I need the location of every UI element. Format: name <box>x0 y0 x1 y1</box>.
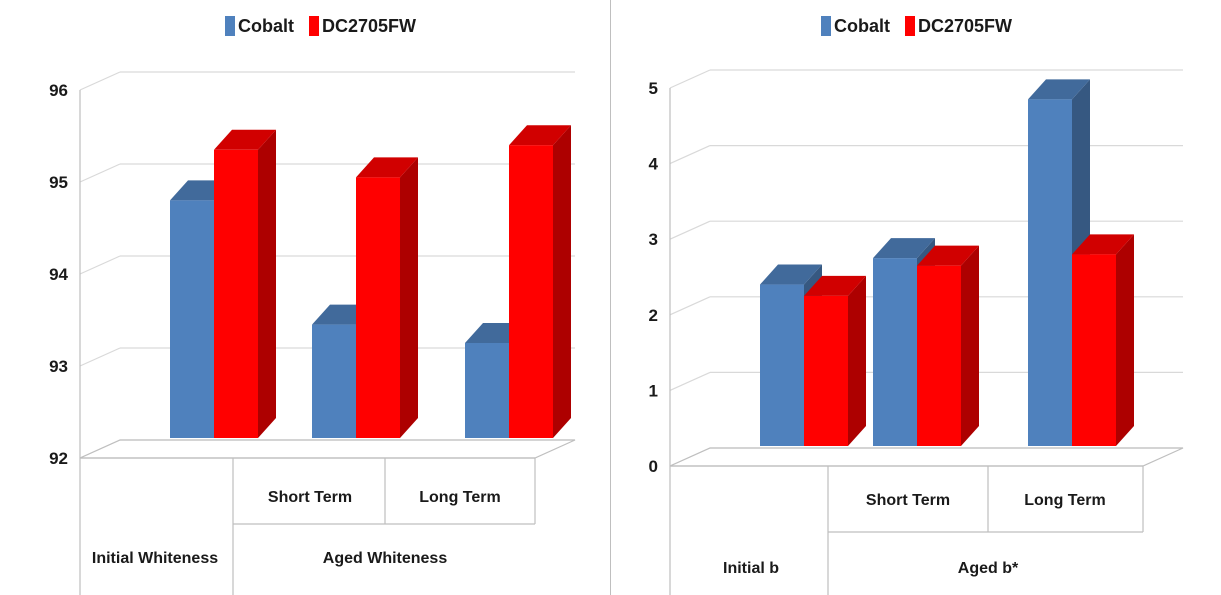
category-group-label: Aged b* <box>958 560 1019 577</box>
bar-side <box>258 129 276 439</box>
legend-label: DC2705FW <box>918 16 1012 36</box>
bar-top <box>760 264 822 285</box>
bar-top <box>356 157 418 178</box>
bar <box>917 265 961 446</box>
y-tick-label: 3 <box>649 230 658 249</box>
category-label: Short Term <box>268 489 352 506</box>
category-group-label: Aged Whiteness <box>323 550 448 567</box>
y-tick-label: 94 <box>49 265 68 284</box>
category-label: Short Term <box>866 492 950 509</box>
bar <box>760 284 804 446</box>
bar-top <box>509 125 571 146</box>
gridline-side <box>669 220 711 240</box>
gridline-side <box>669 371 711 391</box>
b-value-chart: 0 1 2 3 4 5 Initial b Short Term Long Term Aged b… <box>649 16 1184 595</box>
bar-side <box>961 245 979 446</box>
legend-swatch <box>309 16 319 36</box>
category-group-label: Initial Whiteness <box>92 550 218 567</box>
bar <box>1072 254 1116 446</box>
y-tick-label: 5 <box>649 79 658 98</box>
y-tick-label: 92 <box>49 449 68 468</box>
y-tick-label: 0 <box>649 457 658 476</box>
gridline-side <box>669 296 711 316</box>
bar-side <box>848 275 866 446</box>
bar-top <box>214 129 276 150</box>
chart-floor <box>669 447 1184 467</box>
bar-side <box>1116 234 1134 446</box>
y-tick-label: 96 <box>49 81 68 100</box>
y-tick-label: 93 <box>49 357 68 376</box>
gridline-side <box>79 71 121 91</box>
bar <box>356 177 400 438</box>
bar <box>804 295 848 446</box>
bar <box>312 324 356 438</box>
chart-floor <box>79 439 576 459</box>
category-label: Long Term <box>1024 492 1105 509</box>
gridline-side <box>79 347 121 367</box>
bar-side <box>553 125 571 438</box>
bar-top <box>1072 234 1134 255</box>
bar-top <box>804 275 866 296</box>
whiteness-chart-panel: 92 93 94 95 96 Initial Whiteness Short Term Lon… <box>49 0 611 595</box>
bar <box>214 149 258 439</box>
bar <box>1028 99 1072 446</box>
bar <box>509 145 553 438</box>
y-tick-label: 95 <box>49 173 68 192</box>
gridline-side <box>79 163 121 183</box>
legend-label: DC2705FW <box>322 16 416 36</box>
category-label: Long Term <box>419 489 500 506</box>
bar-side <box>400 157 418 438</box>
b-value-chart-panel: 0 1 2 3 4 5 Initial b Short Term Long Term Aged b… <box>611 0 1221 595</box>
y-tick-label: 2 <box>649 306 658 325</box>
gridline-side <box>79 255 121 275</box>
bar-top <box>873 238 935 259</box>
category-group-label: Initial b <box>723 560 779 577</box>
bar <box>465 343 509 438</box>
legend-label: Cobalt <box>238 16 294 36</box>
y-tick-label: 1 <box>649 381 658 400</box>
legend-swatch <box>905 16 915 36</box>
gridline-side <box>669 69 711 89</box>
bar-top <box>917 245 979 266</box>
y-tick-label: 4 <box>649 155 659 174</box>
gridline-side <box>669 145 711 165</box>
bar <box>170 200 214 438</box>
whiteness-chart: 92 93 94 95 96 Initial Whiteness Short Term Lon… <box>49 16 576 595</box>
legend-label: Cobalt <box>834 16 890 36</box>
legend-swatch <box>821 16 831 36</box>
bar <box>873 258 917 446</box>
legend-swatch <box>225 16 235 36</box>
bar-top <box>1028 79 1090 100</box>
